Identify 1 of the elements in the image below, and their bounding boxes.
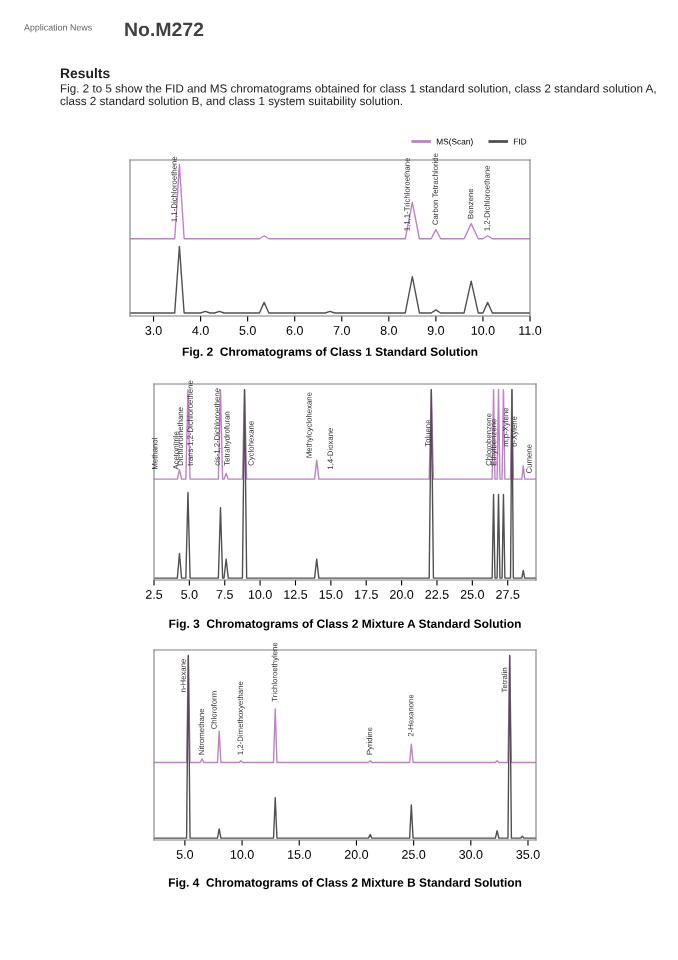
text: No.M272 bbox=[125, 22, 204, 37]
